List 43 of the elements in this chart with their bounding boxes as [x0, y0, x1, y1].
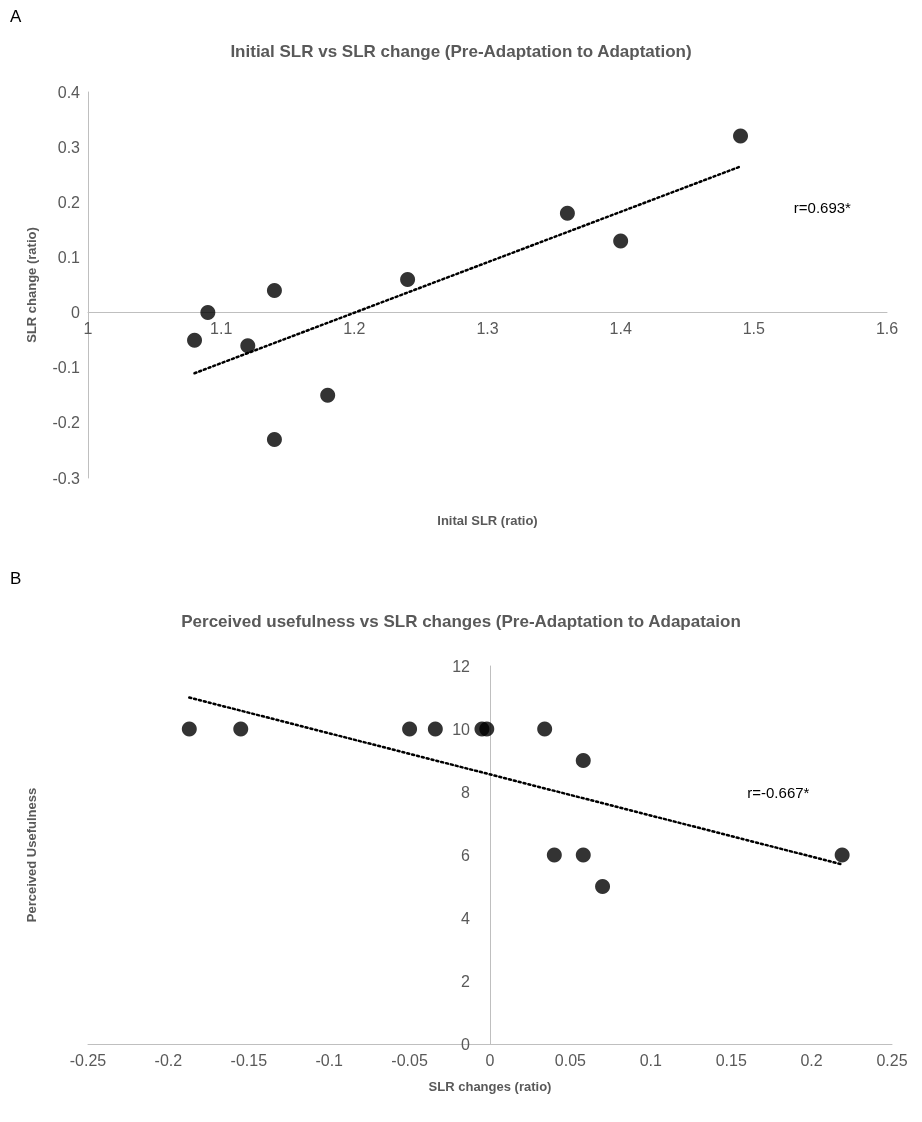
x-tick-label: 0.15	[715, 1051, 747, 1069]
x-tick-label: 1.1	[210, 320, 233, 338]
x-tick-label: 1.6	[875, 320, 899, 338]
x-tick-label: -0.25	[69, 1051, 107, 1069]
y-tick-label: 8	[461, 783, 471, 801]
x-tick-label: -0.05	[391, 1051, 428, 1069]
y-tick-label: 4	[461, 909, 471, 927]
chart-title: Perceived usefulness vs SLR changes (Pre-Adaptation to Adapataion	[181, 612, 741, 631]
y-tick-label: -0.1	[52, 359, 81, 377]
y-tick-label: 2	[461, 972, 471, 990]
x-tick-label: 0.25	[876, 1051, 908, 1069]
y-axis-title: SLR change (ratio)	[24, 227, 39, 343]
y-tick-label: 0.4	[57, 83, 81, 101]
x-tick-label: 0.1	[639, 1051, 663, 1069]
x-tick-label: -0.15	[230, 1051, 268, 1069]
y-tick-label: 0	[71, 304, 81, 322]
x-tick-label: 0.05	[554, 1051, 587, 1069]
y-axis-title: Perceived Usefulness	[24, 787, 39, 923]
y-tick-label: 0.2	[57, 193, 81, 211]
y-tick-label: 0.1	[57, 248, 81, 266]
y-tick-label: 0	[461, 1035, 471, 1053]
x-axis-title: Inital SLR (ratio)	[437, 513, 538, 528]
y-tick-label: -0.3	[52, 469, 81, 487]
x-axis-title: SLR changes (ratio)	[428, 1079, 552, 1094]
x-tick-label: 1.5	[742, 320, 766, 338]
y-tick-label: 6	[461, 846, 471, 864]
y-tick-label: 0.3	[57, 138, 81, 156]
x-tick-label: 0	[485, 1051, 495, 1069]
x-tick-label: -0.1	[315, 1051, 344, 1069]
text: A	[10, 7, 22, 26]
y-tick-label: 12	[452, 657, 471, 675]
chart-title: Initial SLR vs SLR change (Pre-Adaptation to Adaptation)	[230, 42, 692, 61]
annotation: r=0.693*	[793, 199, 852, 217]
x-tick-label: 1	[83, 320, 93, 338]
x-tick-label: -0.2	[154, 1051, 183, 1069]
y-tick-label: -0.2	[52, 414, 81, 432]
x-tick-label: 1.4	[609, 320, 632, 338]
annotation: r=-0.667*	[747, 783, 810, 801]
x-tick-label: 0.2	[800, 1051, 823, 1069]
y-tick-label: 10	[452, 720, 471, 738]
x-tick-label: 1.2	[343, 320, 366, 338]
x-tick-label: 1.3	[476, 320, 499, 338]
text: B	[10, 569, 22, 588]
